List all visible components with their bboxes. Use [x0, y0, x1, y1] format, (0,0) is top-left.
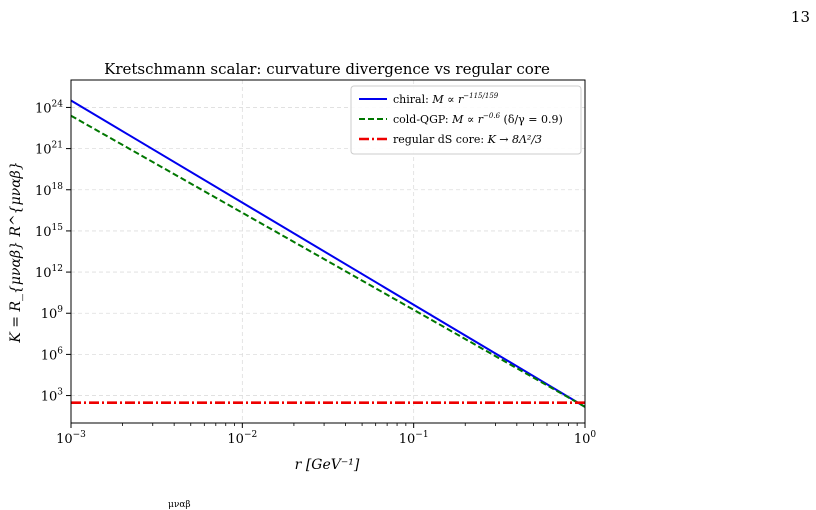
x-tick-label: 10−1 [399, 430, 429, 447]
legend-label-2: regular dS core: K → 8Λ²/3 [393, 133, 542, 146]
y-tick-label: 1015 [35, 223, 63, 240]
chart-title: Kretschmann scalar: curvature divergence… [104, 60, 550, 78]
y-axis-label: K = R_{μναβ} R^{μναβ} [8, 161, 24, 343]
bottom-fragment: μναβ [168, 500, 191, 510]
x-tick-label: 100 [574, 430, 597, 447]
x-tick-label: 10−3 [56, 430, 86, 447]
legend-box [350, 85, 582, 155]
series-layer [70, 99, 586, 408]
legend: chiral: M ∝ r−115/159 cold-QGP: M ∝ r−0.6… [350, 85, 582, 155]
series-line-0 [70, 99, 586, 408]
y-tick-label: 106 [41, 346, 64, 363]
y-tick-label: 103 [41, 388, 64, 405]
y-tick-label: 1018 [35, 182, 63, 199]
plot-frame [70, 79, 586, 424]
x-axis-label: r [GeV⁻¹] [295, 457, 360, 473]
y-tick-label: 1021 [35, 141, 63, 158]
legend-label-1: cold-QGP: M ∝ r−0.6 (δ/γ = 0.9) [393, 112, 563, 126]
y-tick-label: 1024 [35, 99, 63, 116]
legend-label-0: chiral: M ∝ r−115/159 [393, 92, 499, 106]
y-tick-label: 109 [41, 305, 64, 322]
series-line-1 [70, 114, 586, 408]
y-tick-label: 1012 [35, 264, 63, 281]
ticks [66, 106, 586, 428]
x-tick-label: 10−2 [227, 430, 257, 447]
page-number: 13 [790, 8, 810, 26]
tick-labels: 10−3 10−2 10−1 100 103 106 109 1012 1015 1018 1021… [35, 99, 596, 447]
